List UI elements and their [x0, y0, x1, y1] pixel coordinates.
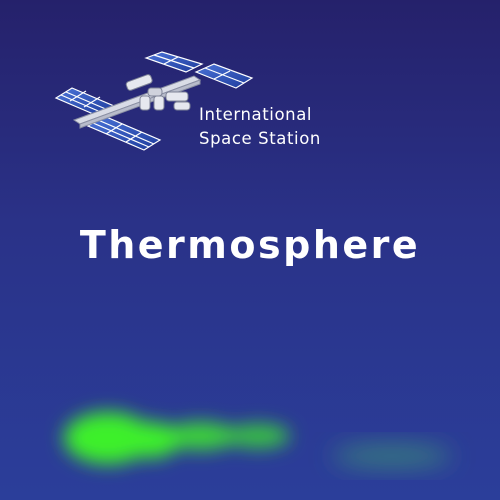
station-label-line-1: International: [199, 105, 313, 124]
solar-panel-left-lower: [86, 115, 162, 151]
layer-title: Thermosphere: [79, 223, 421, 267]
aurora-faint: [332, 444, 452, 468]
space-station-icon: [54, 51, 254, 151]
aurora-glow: [64, 412, 452, 468]
station-modules: [125, 74, 191, 111]
solar-panel-left-upper: [54, 87, 116, 117]
station-label-line-2: Space Station: [199, 129, 321, 148]
aurora-bright: [64, 412, 290, 464]
solar-panel-right-upper: [144, 51, 254, 89]
station-label: International Space Station: [199, 103, 321, 151]
